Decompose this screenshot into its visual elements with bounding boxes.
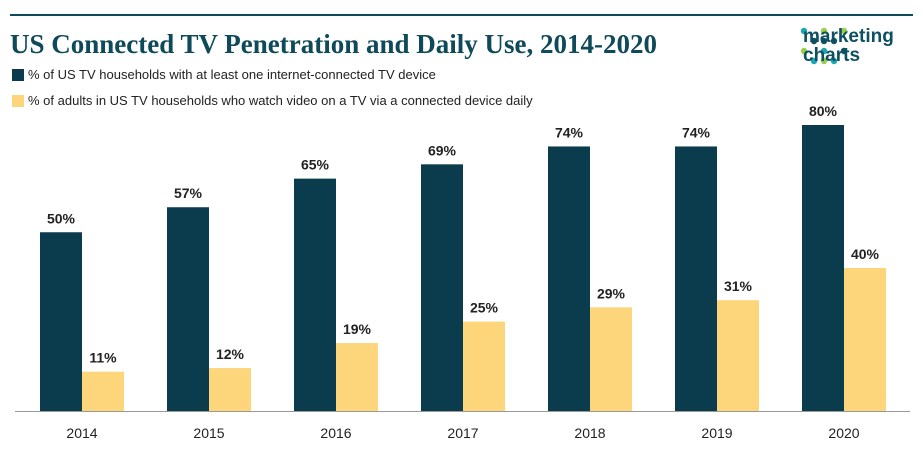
logo-dot: [810, 57, 818, 65]
x-tick-label-2015: 2015: [193, 425, 224, 441]
x-tick-label-2014: 2014: [66, 425, 97, 441]
x-tick-label-2019: 2019: [701, 425, 732, 441]
logo-line-1: marketing: [803, 26, 894, 47]
bar-series-1-2016: [294, 178, 336, 411]
bar-series-2-2018: [590, 307, 632, 411]
bar-series-1-2019: [675, 146, 717, 411]
data-label-series-2-2020: 40%: [851, 246, 880, 262]
logo-dot: [830, 37, 838, 45]
logo-wordmark: marketing charts: [803, 27, 894, 65]
data-label-series-2-2019: 31%: [724, 278, 753, 294]
data-label-series-2-2018: 29%: [597, 285, 626, 301]
logo-dot: [820, 37, 828, 45]
bar-series-2-2015: [209, 368, 251, 411]
data-label-series-2-2017: 25%: [470, 300, 499, 316]
legend-label-series-1: % of US TV households with at least one …: [28, 67, 436, 82]
bar-series-1-2014: [40, 232, 82, 411]
logo-dot: [830, 57, 838, 65]
chart-title: US Connected TV Penetration and Daily Us…: [10, 29, 658, 59]
data-label-series-2-2015: 12%: [216, 346, 245, 362]
logo-dot: [820, 27, 828, 35]
bar-series-2-2017: [463, 321, 505, 411]
logo-dot: [840, 47, 848, 55]
data-label-series-1-2014: 50%: [47, 210, 76, 226]
bar-series-1-2018: [548, 146, 590, 411]
bar-series-1-2020: [802, 125, 844, 411]
bar-series-1-2015: [167, 207, 209, 411]
logo-line-2: charts: [803, 45, 861, 66]
data-label-series-1-2015: 57%: [174, 185, 203, 201]
logo-dot: [840, 27, 848, 35]
logo-dot: [820, 57, 828, 65]
data-label-series-1-2019: 74%: [682, 124, 711, 140]
data-label-series-1-2016: 65%: [301, 157, 330, 173]
legend-label-series-2: % of adults in US TV households who watc…: [28, 93, 533, 108]
data-label-series-2-2016: 19%: [343, 321, 372, 337]
top-rule: [10, 14, 913, 16]
legend-item-series-1: % of US TV households with at least one …: [12, 67, 436, 82]
bar-series-2-2019: [717, 300, 759, 411]
bar-series-2-2014: [82, 371, 124, 411]
logo-dot: [800, 47, 808, 55]
data-label-series-1-2018: 74%: [555, 124, 584, 140]
legend-item-series-2: % of adults in US TV households who watc…: [12, 93, 533, 108]
marketing-charts-logo-icon: [800, 27, 848, 65]
bar-series-2-2020: [844, 268, 886, 411]
bar-series-1-2017: [421, 164, 463, 411]
logo-dot: [810, 37, 818, 45]
logo-dot: [800, 27, 808, 35]
logo-dot: [820, 47, 828, 55]
x-tick-label-2017: 2017: [447, 425, 478, 441]
data-label-series-1-2020: 80%: [809, 103, 838, 119]
legend-swatch-series-2: [12, 94, 24, 107]
x-tick-label-2018: 2018: [574, 425, 605, 441]
data-label-series-2-2014: 11%: [89, 350, 117, 366]
bar-series-2-2016: [336, 343, 378, 411]
legend-swatch-series-1: [12, 68, 24, 81]
x-tick-label-2016: 2016: [320, 425, 351, 441]
x-tick-label-2020: 2020: [828, 425, 859, 441]
data-label-series-1-2017: 69%: [428, 142, 457, 158]
